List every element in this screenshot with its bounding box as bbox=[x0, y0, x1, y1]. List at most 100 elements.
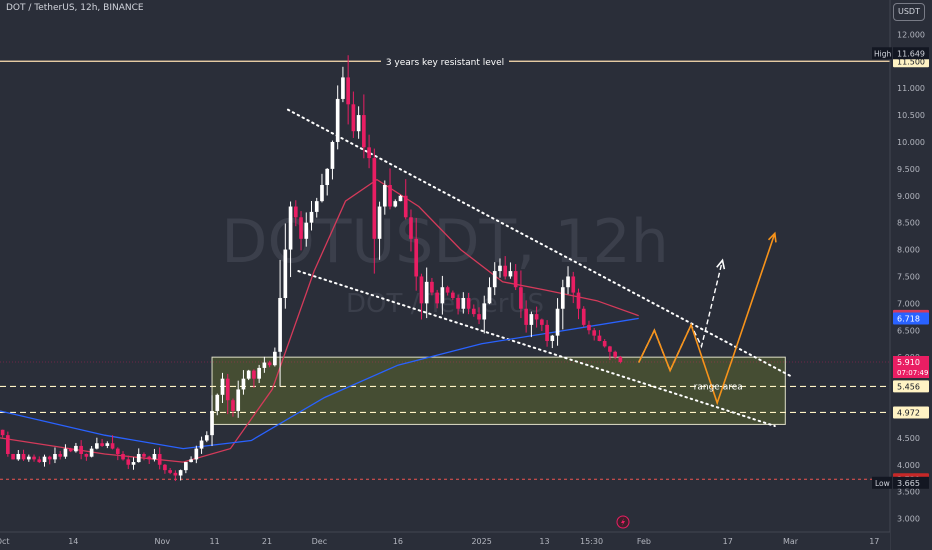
candle-body bbox=[314, 201, 319, 212]
candle-body bbox=[194, 448, 199, 460]
resistance-label: 3 years key resistant level bbox=[386, 58, 504, 68]
time-tick-label: 17 bbox=[723, 537, 733, 546]
candle-body bbox=[534, 314, 539, 320]
channel-upper-line bbox=[286, 108, 792, 377]
price-tick-label: 8.000 bbox=[897, 246, 920, 255]
projection-orange-path bbox=[637, 233, 776, 406]
candle-body bbox=[550, 335, 555, 342]
candle-body bbox=[482, 303, 487, 320]
candle-body bbox=[157, 453, 162, 465]
candle-body bbox=[299, 217, 303, 239]
candle-body bbox=[79, 445, 83, 454]
candle-body bbox=[304, 222, 309, 239]
candle-body bbox=[95, 443, 99, 449]
high-value: 11.649 bbox=[897, 49, 925, 58]
time-axis-background bbox=[0, 532, 890, 550]
time-tick-label: 13 bbox=[539, 537, 549, 546]
candle-body bbox=[597, 335, 602, 342]
candle-body bbox=[178, 470, 183, 476]
time-axis[interactable]: Oct 14 Nov 11 21 Dec 16 2025 13 15:30 Feb 17 Mar 17 bbox=[0, 531, 890, 550]
candle-body bbox=[414, 238, 419, 277]
candle-body bbox=[560, 287, 565, 309]
candle-body bbox=[252, 370, 256, 379]
range-area-label: range area bbox=[694, 382, 743, 392]
price-tick-label: 7.000 bbox=[897, 299, 920, 308]
candle-body bbox=[477, 314, 481, 320]
price-tick-label: 11.000 bbox=[897, 84, 925, 93]
candle-body bbox=[503, 265, 508, 277]
key-level-tag-bg bbox=[893, 380, 929, 393]
candle-body bbox=[231, 400, 235, 411]
candle-body bbox=[581, 308, 586, 325]
candle-body bbox=[184, 462, 188, 471]
candle-body bbox=[42, 456, 47, 463]
candle-body bbox=[204, 435, 209, 441]
low-value: 3.665 bbox=[897, 479, 920, 488]
candle-body bbox=[278, 297, 282, 352]
current-price-tag-bg bbox=[893, 356, 929, 378]
candle-body bbox=[388, 185, 392, 207]
candle-body bbox=[267, 362, 272, 366]
candle-body bbox=[210, 410, 214, 436]
time-tick-label: Dec bbox=[312, 537, 327, 546]
candle-body bbox=[451, 292, 455, 298]
time-tick-label: 15:30 bbox=[580, 537, 603, 546]
time-tick-label: 14 bbox=[68, 537, 78, 546]
price-tick-label: 3.000 bbox=[897, 515, 920, 524]
projection-white-arrowhead bbox=[716, 258, 726, 270]
candle-body bbox=[236, 389, 241, 411]
candle-body bbox=[126, 459, 131, 465]
watermark-pair-text: DOT / TetherUS bbox=[346, 289, 544, 319]
candle-body bbox=[131, 462, 136, 465]
candle-body bbox=[121, 453, 125, 460]
candle-body bbox=[142, 453, 146, 457]
candle-body bbox=[63, 448, 68, 457]
candle-body bbox=[84, 453, 89, 457]
candle-body bbox=[21, 453, 26, 460]
annotations: 3 years key resistant level range area bbox=[381, 54, 743, 529]
time-tick-label: Nov bbox=[154, 537, 170, 546]
candle-body bbox=[524, 308, 528, 325]
projection-paths bbox=[637, 231, 777, 406]
candle-body bbox=[32, 456, 36, 460]
candle-body bbox=[147, 456, 152, 460]
symbol-title[interactable]: DOT / TetherUS, 12h, BINANCE bbox=[6, 3, 144, 13]
candle-body bbox=[545, 324, 549, 342]
current-price-tag: 5.910 bbox=[897, 358, 920, 367]
candle-body bbox=[566, 276, 570, 288]
channel-lower-line bbox=[297, 270, 776, 428]
price-tick-label: 8.500 bbox=[897, 219, 920, 228]
candle-body bbox=[89, 448, 94, 457]
price-tick-label: 3.500 bbox=[897, 488, 920, 497]
candle-body bbox=[372, 158, 377, 239]
candle-body bbox=[168, 470, 172, 473]
candle-body bbox=[398, 195, 403, 202]
candle-body bbox=[215, 394, 220, 411]
time-tick-label: 11 bbox=[210, 537, 220, 546]
price-tick-label: 7.500 bbox=[897, 272, 920, 281]
currency-button[interactable]: USDT bbox=[893, 3, 925, 21]
candle-body bbox=[341, 77, 345, 99]
candle-body bbox=[382, 185, 387, 207]
candle-body bbox=[403, 195, 408, 218]
candle-body bbox=[288, 206, 293, 250]
price-tick-label: 4.500 bbox=[897, 434, 920, 443]
candle-body bbox=[283, 249, 288, 298]
candle-body bbox=[419, 276, 424, 304]
key-level-tag: 5.456 bbox=[897, 382, 920, 391]
candle-body bbox=[11, 453, 15, 460]
high-value-bg bbox=[893, 47, 929, 60]
candle-body bbox=[519, 287, 523, 309]
time-tick-label: Feb bbox=[637, 537, 651, 546]
candle-body bbox=[346, 77, 350, 105]
price-tick-label: 6.500 bbox=[897, 326, 920, 335]
candle-body bbox=[26, 456, 31, 460]
price-axis[interactable]: 12.000 11.500 11.000 10.500 10.000 9.500 9.000… bbox=[872, 0, 932, 550]
candle-body bbox=[58, 453, 63, 457]
candle-body bbox=[0, 429, 5, 436]
candle-body bbox=[47, 456, 52, 460]
candle-body bbox=[136, 453, 141, 463]
candle-body bbox=[257, 367, 261, 379]
